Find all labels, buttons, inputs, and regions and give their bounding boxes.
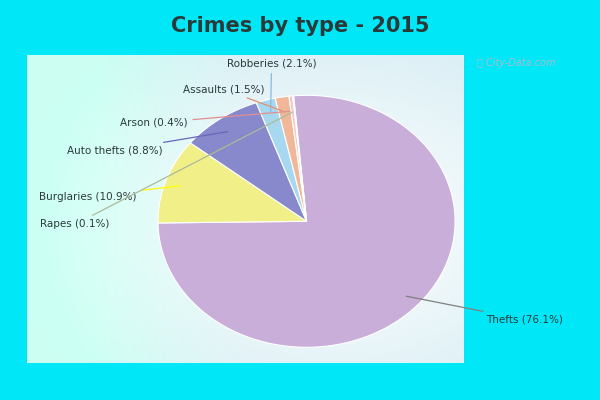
Polygon shape [190, 103, 307, 221]
Text: Thefts (76.1%): Thefts (76.1%) [406, 296, 563, 325]
Polygon shape [158, 95, 455, 347]
Text: Crimes by type - 2015: Crimes by type - 2015 [171, 16, 429, 36]
Text: Burglaries (10.9%): Burglaries (10.9%) [40, 186, 180, 202]
Polygon shape [256, 98, 307, 221]
Polygon shape [289, 96, 307, 221]
Text: Assaults (1.5%): Assaults (1.5%) [183, 84, 283, 111]
Polygon shape [158, 143, 307, 223]
Text: Robberies (2.1%): Robberies (2.1%) [227, 58, 316, 112]
Text: Rapes (0.1%): Rapes (0.1%) [40, 112, 292, 229]
Text: ⓘ City-Data.com: ⓘ City-Data.com [477, 58, 556, 68]
Text: Auto thefts (8.8%): Auto thefts (8.8%) [67, 132, 227, 156]
Text: Arson (0.4%): Arson (0.4%) [120, 111, 290, 128]
Polygon shape [293, 96, 307, 221]
Polygon shape [275, 96, 307, 221]
